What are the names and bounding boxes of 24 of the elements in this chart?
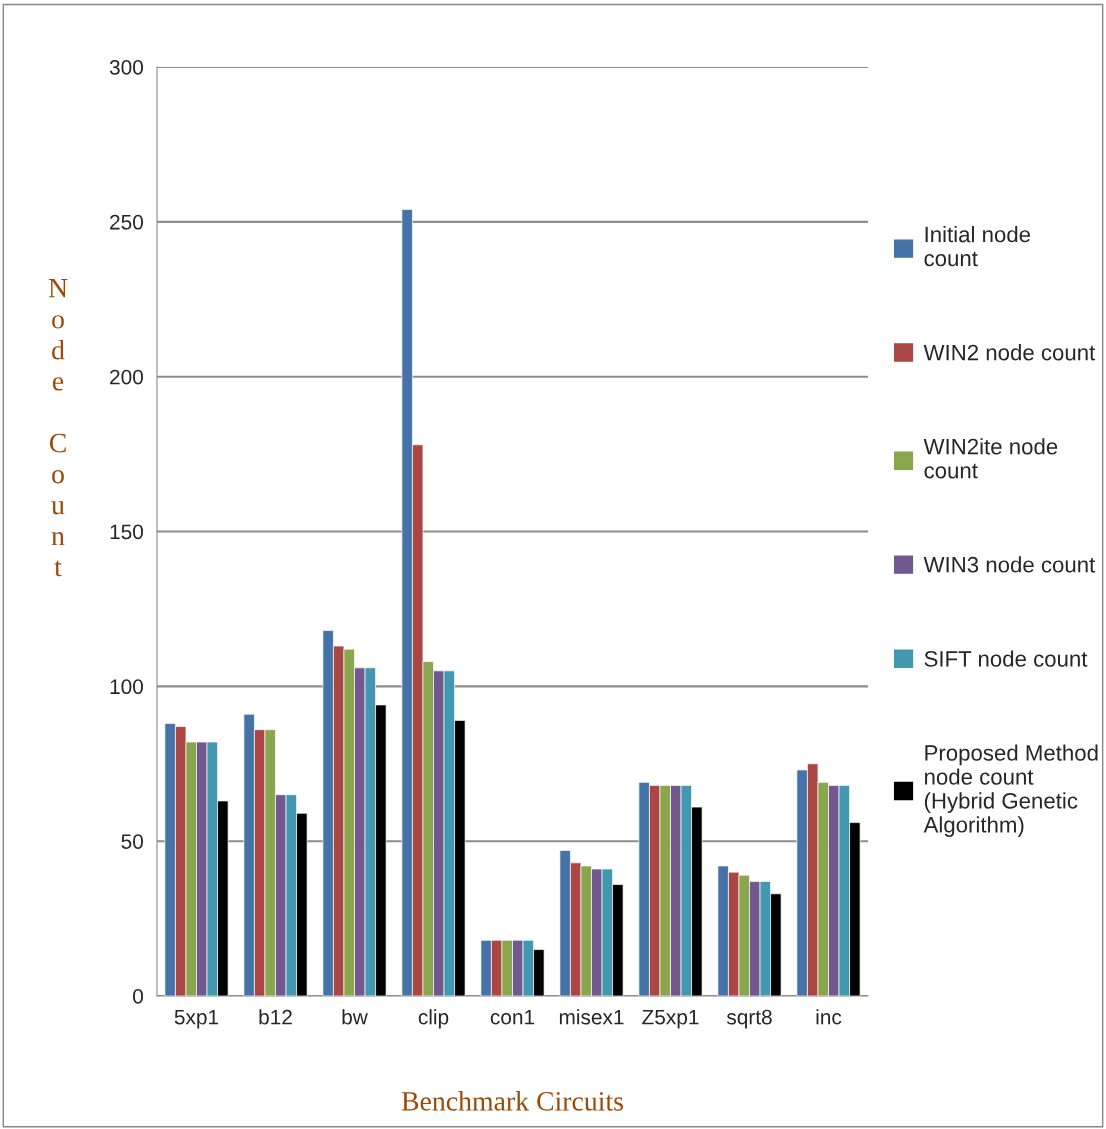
- legend-label: SIFT node count: [924, 650, 1088, 667]
- x-tick-label: 5xp1: [174, 1009, 219, 1029]
- y-tick-label: 50: [121, 834, 143, 849]
- x-axis-title: Benchmark Circuits: [401, 1091, 623, 1111]
- legend-label: WIN2 node count: [923, 344, 1096, 361]
- y-tick-label: 250: [110, 214, 143, 230]
- legend-label: WIN3 node count: [923, 556, 1096, 573]
- x-tick-label: Z5xp1: [642, 1009, 699, 1029]
- text: Node Count: [48, 279, 68, 577]
- x-tick-label: b12: [259, 1009, 292, 1025]
- y-tick-label: 0: [133, 989, 143, 1004]
- x-tick-label: sqrt8: [726, 1009, 772, 1029]
- x-tick-label: inc: [816, 1009, 842, 1025]
- y-tick-label: 150: [110, 524, 143, 540]
- y-tick-label: 300: [109, 60, 143, 75]
- x-tick-label: misex1: [559, 1009, 624, 1025]
- x-tick-label: bw: [342, 1009, 368, 1025]
- y-tick-label: 100: [110, 679, 143, 695]
- x-tick-label: con1: [490, 1009, 535, 1025]
- legend-label: WIN2ite node count: [923, 438, 1058, 479]
- x-tick-label: clip: [418, 1009, 449, 1029]
- y-tick-label: 200: [110, 369, 143, 385]
- legend-label: Initial node count: [924, 226, 1031, 267]
- legend-label: Proposed Method node count (Hybrid Genetic Algorithm): [923, 744, 1098, 837]
